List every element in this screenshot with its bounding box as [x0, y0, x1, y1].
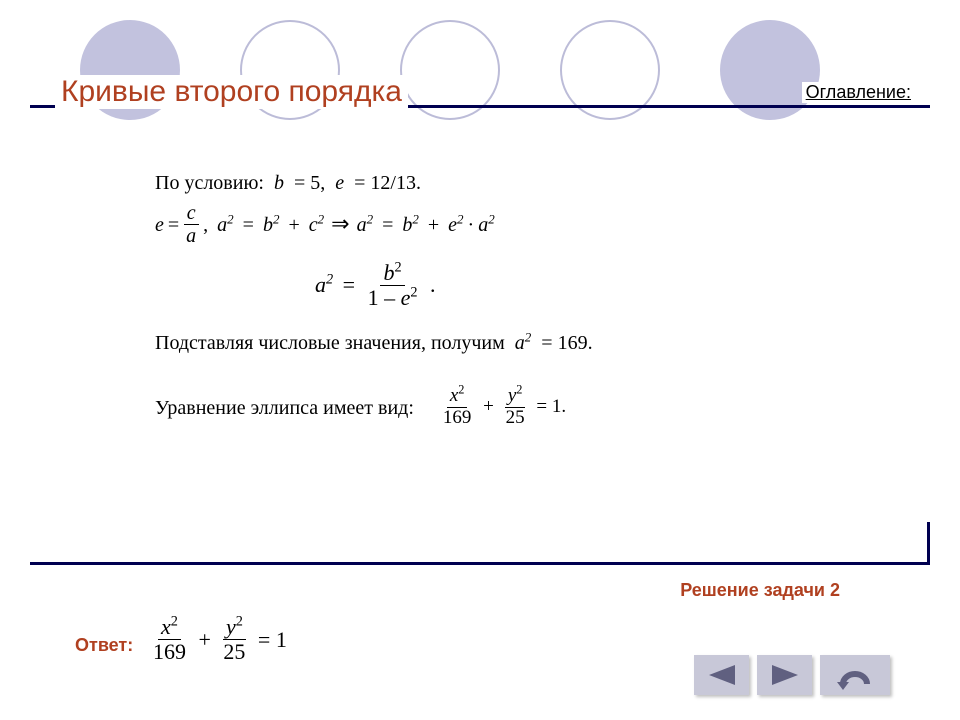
ans-num-x: x2: [158, 615, 181, 640]
eq-sign-3: =: [377, 212, 398, 238]
plus-2: +: [423, 212, 444, 238]
slide-title: Кривые второго порядка: [55, 75, 408, 109]
period: .: [425, 271, 436, 300]
num-x2: x2: [447, 386, 468, 408]
a2-lhs: a2: [217, 212, 234, 238]
eq-sign-2: =: [238, 212, 259, 238]
answer-equation: x2 169 + y2 25 = 1: [150, 615, 287, 664]
solution-label: Решение задачи 2: [680, 580, 840, 601]
ans-den-169: 169: [150, 640, 189, 664]
val-b: 5: [310, 172, 320, 194]
den-25: 25: [503, 408, 528, 429]
eq1-e: e: [155, 212, 164, 238]
frac-den-a: a: [183, 225, 199, 247]
e2: e2: [448, 212, 463, 238]
implies-icon: ⇒: [328, 210, 352, 239]
a2-formula: a2 = b2 1 – e2 .: [315, 261, 840, 310]
b2: b2: [263, 212, 280, 238]
ellipse-line: Уравнение эллипса имеет вид: x2 169 + y2…: [155, 386, 840, 429]
a2-res-var: a2: [515, 332, 532, 354]
bottom-divider: [30, 562, 930, 565]
den-169: 169: [440, 408, 475, 429]
bottom-vbar: [927, 522, 930, 565]
eq-1: = 1.: [532, 395, 566, 420]
next-icon: [770, 663, 800, 687]
dot: ·: [468, 212, 475, 238]
ans-den-25: 25: [220, 640, 248, 664]
c2: c2: [309, 212, 324, 238]
given-line: По условию: b = 5, e = 12/13.: [155, 170, 840, 196]
b2-2: b2: [402, 212, 419, 238]
prev-button[interactable]: [694, 655, 749, 695]
next-button[interactable]: [757, 655, 812, 695]
var-b: b: [274, 172, 284, 194]
content-area: По условию: b = 5, e = 12/13. e = c a , …: [155, 170, 840, 435]
eq-sign-4: =: [337, 271, 360, 300]
frac-y2-25: y2 25: [503, 386, 528, 429]
return-button[interactable]: [820, 655, 890, 695]
comma: ,: [203, 212, 213, 238]
plus-3: +: [478, 395, 498, 420]
frac-c-over-a: c a: [183, 202, 199, 247]
ans-plus: +: [193, 627, 216, 653]
num-y2: y2: [505, 386, 526, 408]
frac-x2-169: x2 169: [440, 386, 475, 429]
a2-3: a2: [478, 212, 495, 238]
nav-buttons: [694, 655, 890, 695]
answer-label: Ответ:: [75, 635, 133, 656]
given-label: По условию:: [155, 172, 264, 194]
substitute-text: Подставляя числовые значения, получим: [155, 332, 505, 354]
frac-b2-over-1me2: b2 1 – e2: [365, 261, 421, 310]
substitute-line: Подставляя числовые значения, получим a2…: [155, 330, 840, 356]
a2-res-val: 169: [558, 332, 588, 354]
frac-num-c: c: [184, 202, 199, 225]
derivation-line: e = c a , a2 = b2 + c2 ⇒ a2 = b2 + e2 · …: [155, 202, 840, 247]
ans-frac-x: x2 169: [150, 615, 189, 664]
a2-rhs: a2: [357, 212, 374, 238]
ans-frac-y: y2 25: [220, 615, 248, 664]
val-e: 12/13: [370, 172, 416, 194]
toc-link[interactable]: Оглавление:: [802, 82, 915, 103]
frac-den-1me2: 1 – e2: [365, 286, 421, 310]
ellipse-text: Уравнение эллипса имеет вид:: [155, 395, 414, 421]
prev-icon: [707, 663, 737, 687]
var-e: e: [335, 172, 344, 194]
ans-eq: = 1: [252, 627, 286, 653]
eq-sign: =: [168, 212, 179, 238]
return-icon: [833, 660, 877, 690]
a2-f-lhs: a2: [315, 271, 333, 300]
plus-1: +: [283, 212, 304, 238]
ans-num-y: y2: [223, 615, 246, 640]
frac-num-b2: b2: [380, 261, 404, 286]
